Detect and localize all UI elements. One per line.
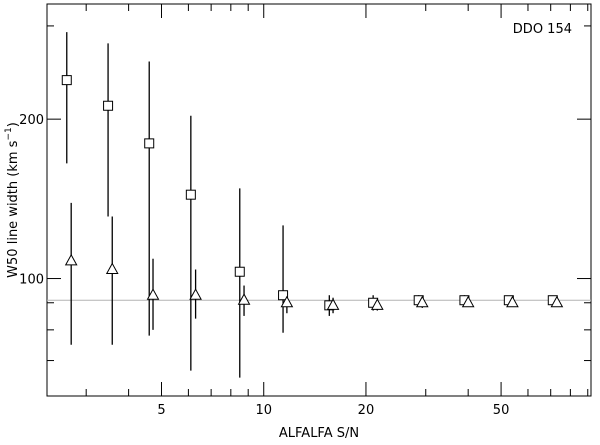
x-tick-label: 10 — [255, 403, 272, 418]
square-marker — [185, 189, 196, 200]
triangle-marker — [506, 295, 519, 308]
x-tick-label: 20 — [358, 403, 375, 418]
x-tick-label: 5 — [157, 403, 165, 418]
annotation-label: DDO 154 — [513, 22, 572, 37]
triangle-marker — [64, 253, 78, 266]
square-marker — [144, 138, 155, 149]
triangle-marker — [237, 293, 251, 305]
plot-frame — [46, 3, 592, 397]
x-tick-label: 50 — [493, 403, 510, 418]
triangle-marker — [550, 295, 564, 308]
triangle-marker — [189, 288, 202, 300]
triangle-marker — [370, 298, 384, 310]
triangle-marker — [326, 298, 340, 310]
y-axis-label-main: W50 line width (km s — [6, 140, 21, 277]
triangle-marker — [415, 295, 429, 308]
square-marker — [234, 266, 245, 277]
y-axis-label: W50 line width (km s−1) — [4, 122, 21, 278]
y-tick-label: 200 — [19, 113, 44, 128]
tick-labels: 5 10 20 50 100 200 — [19, 113, 509, 418]
error-bars — [66, 32, 558, 378]
triangle-marker — [105, 262, 119, 275]
triangle-marker — [461, 295, 475, 308]
y-tick-label: 100 — [19, 273, 44, 288]
markers — [61, 75, 564, 311]
square-marker — [278, 290, 289, 301]
y-axis-label-close: ) — [6, 122, 21, 127]
triangle-marker — [146, 288, 160, 300]
triangle-marker — [280, 295, 294, 308]
square-marker — [61, 75, 72, 86]
x-axis-label: ALFALFA S/N — [279, 426, 359, 441]
tick-marks — [47, 4, 591, 397]
y-axis-label-sup: −1 — [4, 127, 14, 140]
square-marker — [103, 100, 114, 111]
